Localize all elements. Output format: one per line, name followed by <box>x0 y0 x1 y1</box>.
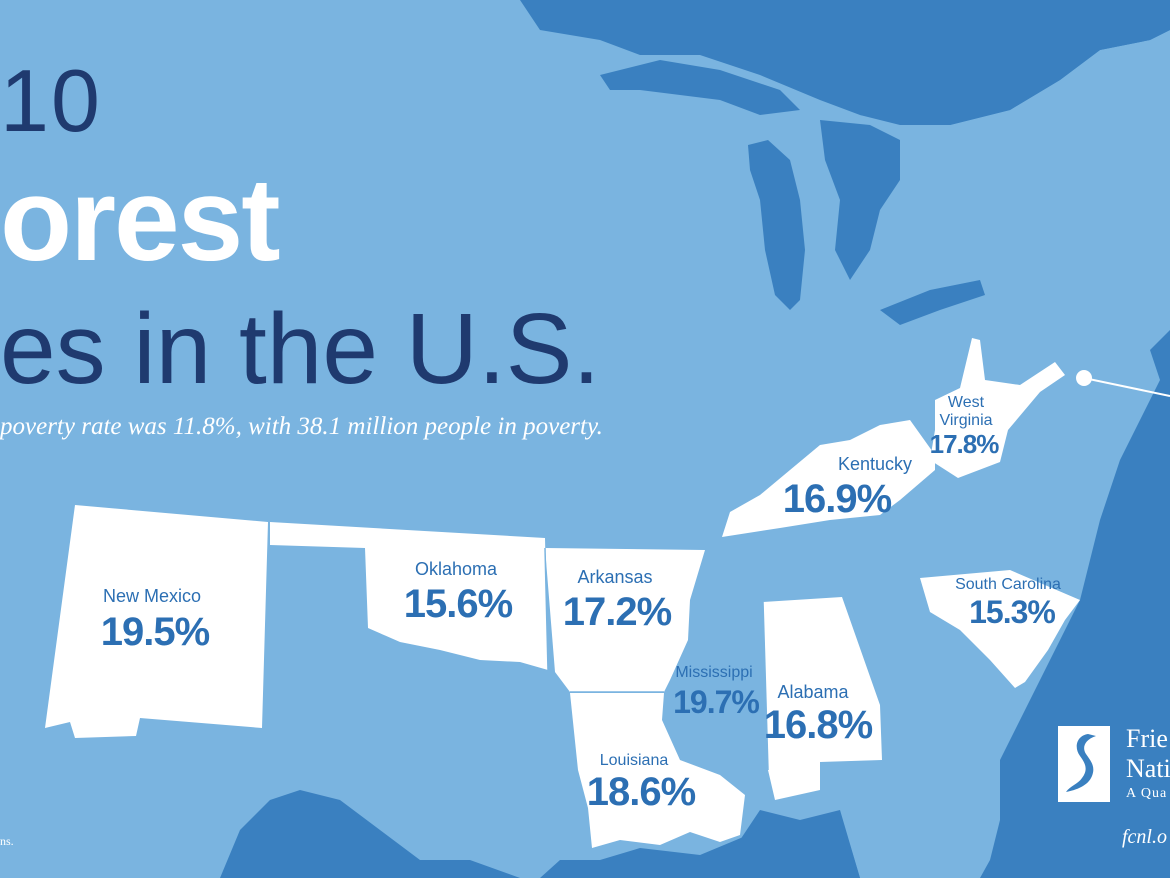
title-line-1: 10 <box>0 51 102 150</box>
website-link[interactable]: fcnl.o <box>1122 826 1167 848</box>
lake-michigan <box>748 140 805 310</box>
state-label-south-carolina: South Carolina <box>955 576 1061 593</box>
state-rate-new-mexico: 19.5% <box>100 610 210 654</box>
fcnl-logo-glyph <box>1066 734 1096 792</box>
state-label-alabama: Alabama <box>777 682 849 702</box>
state-label-oklahoma: Oklahoma <box>414 559 498 579</box>
state-label-new-mexico: New Mexico <box>102 586 202 606</box>
title-line-2: orest <box>0 154 281 286</box>
subtitle: poverty rate was 11.8%, with 38.1 millio… <box>0 413 603 440</box>
state-rate-oklahoma: 15.6% <box>403 582 513 626</box>
state-label-west-virginia: West Virginia <box>939 394 992 429</box>
state-new-mexico <box>45 505 268 738</box>
state-label-mississippi: Mississippi <box>675 664 753 681</box>
state-label-arkansas: Arkansas <box>577 567 653 587</box>
state-arkansas <box>545 548 705 692</box>
state-rate-louisiana: 18.6% <box>586 770 696 814</box>
lake-huron <box>820 120 900 280</box>
logo-line-1: Frie <box>1126 724 1168 753</box>
state-alabama <box>763 597 882 800</box>
state-oklahoma <box>270 522 548 670</box>
state-label-west-virginia-line2: Virginia <box>939 411 993 429</box>
title-line-3: es in the U.S. <box>0 293 601 405</box>
state-south-carolina <box>920 570 1080 688</box>
state-label-kentucky: Kentucky <box>837 454 913 474</box>
state-west-virginia <box>930 338 1065 478</box>
gulf-of-mexico <box>540 812 860 878</box>
state-rate-mississippi: 19.7% <box>673 684 760 720</box>
fcnl-logo-icon <box>1058 726 1110 802</box>
state-rate-south-carolina: 15.3% <box>969 594 1056 630</box>
lake-erie <box>880 280 985 325</box>
canada-east <box>860 0 1170 125</box>
state-label-west-virginia-line1: West <box>947 394 985 411</box>
state-label-louisiana: Louisiana <box>599 752 669 769</box>
source-note: ns. <box>0 834 14 848</box>
state-borders <box>544 547 769 771</box>
lake-superior <box>600 60 800 115</box>
state-kentucky <box>722 420 935 537</box>
state-rate-west-virginia: 17.8% <box>929 429 1000 459</box>
logo-line-2: Nati <box>1126 754 1170 783</box>
logo-line-3: A Qua <box>1126 786 1168 801</box>
location-dot-icon <box>1076 370 1092 386</box>
state-rate-kentucky: 16.9% <box>782 477 892 521</box>
state-louisiana <box>570 693 745 848</box>
dc-pointer-line <box>1083 377 1170 397</box>
state-rate-arkansas: 17.2% <box>562 590 672 634</box>
state-rate-alabama: 16.8% <box>763 703 873 747</box>
